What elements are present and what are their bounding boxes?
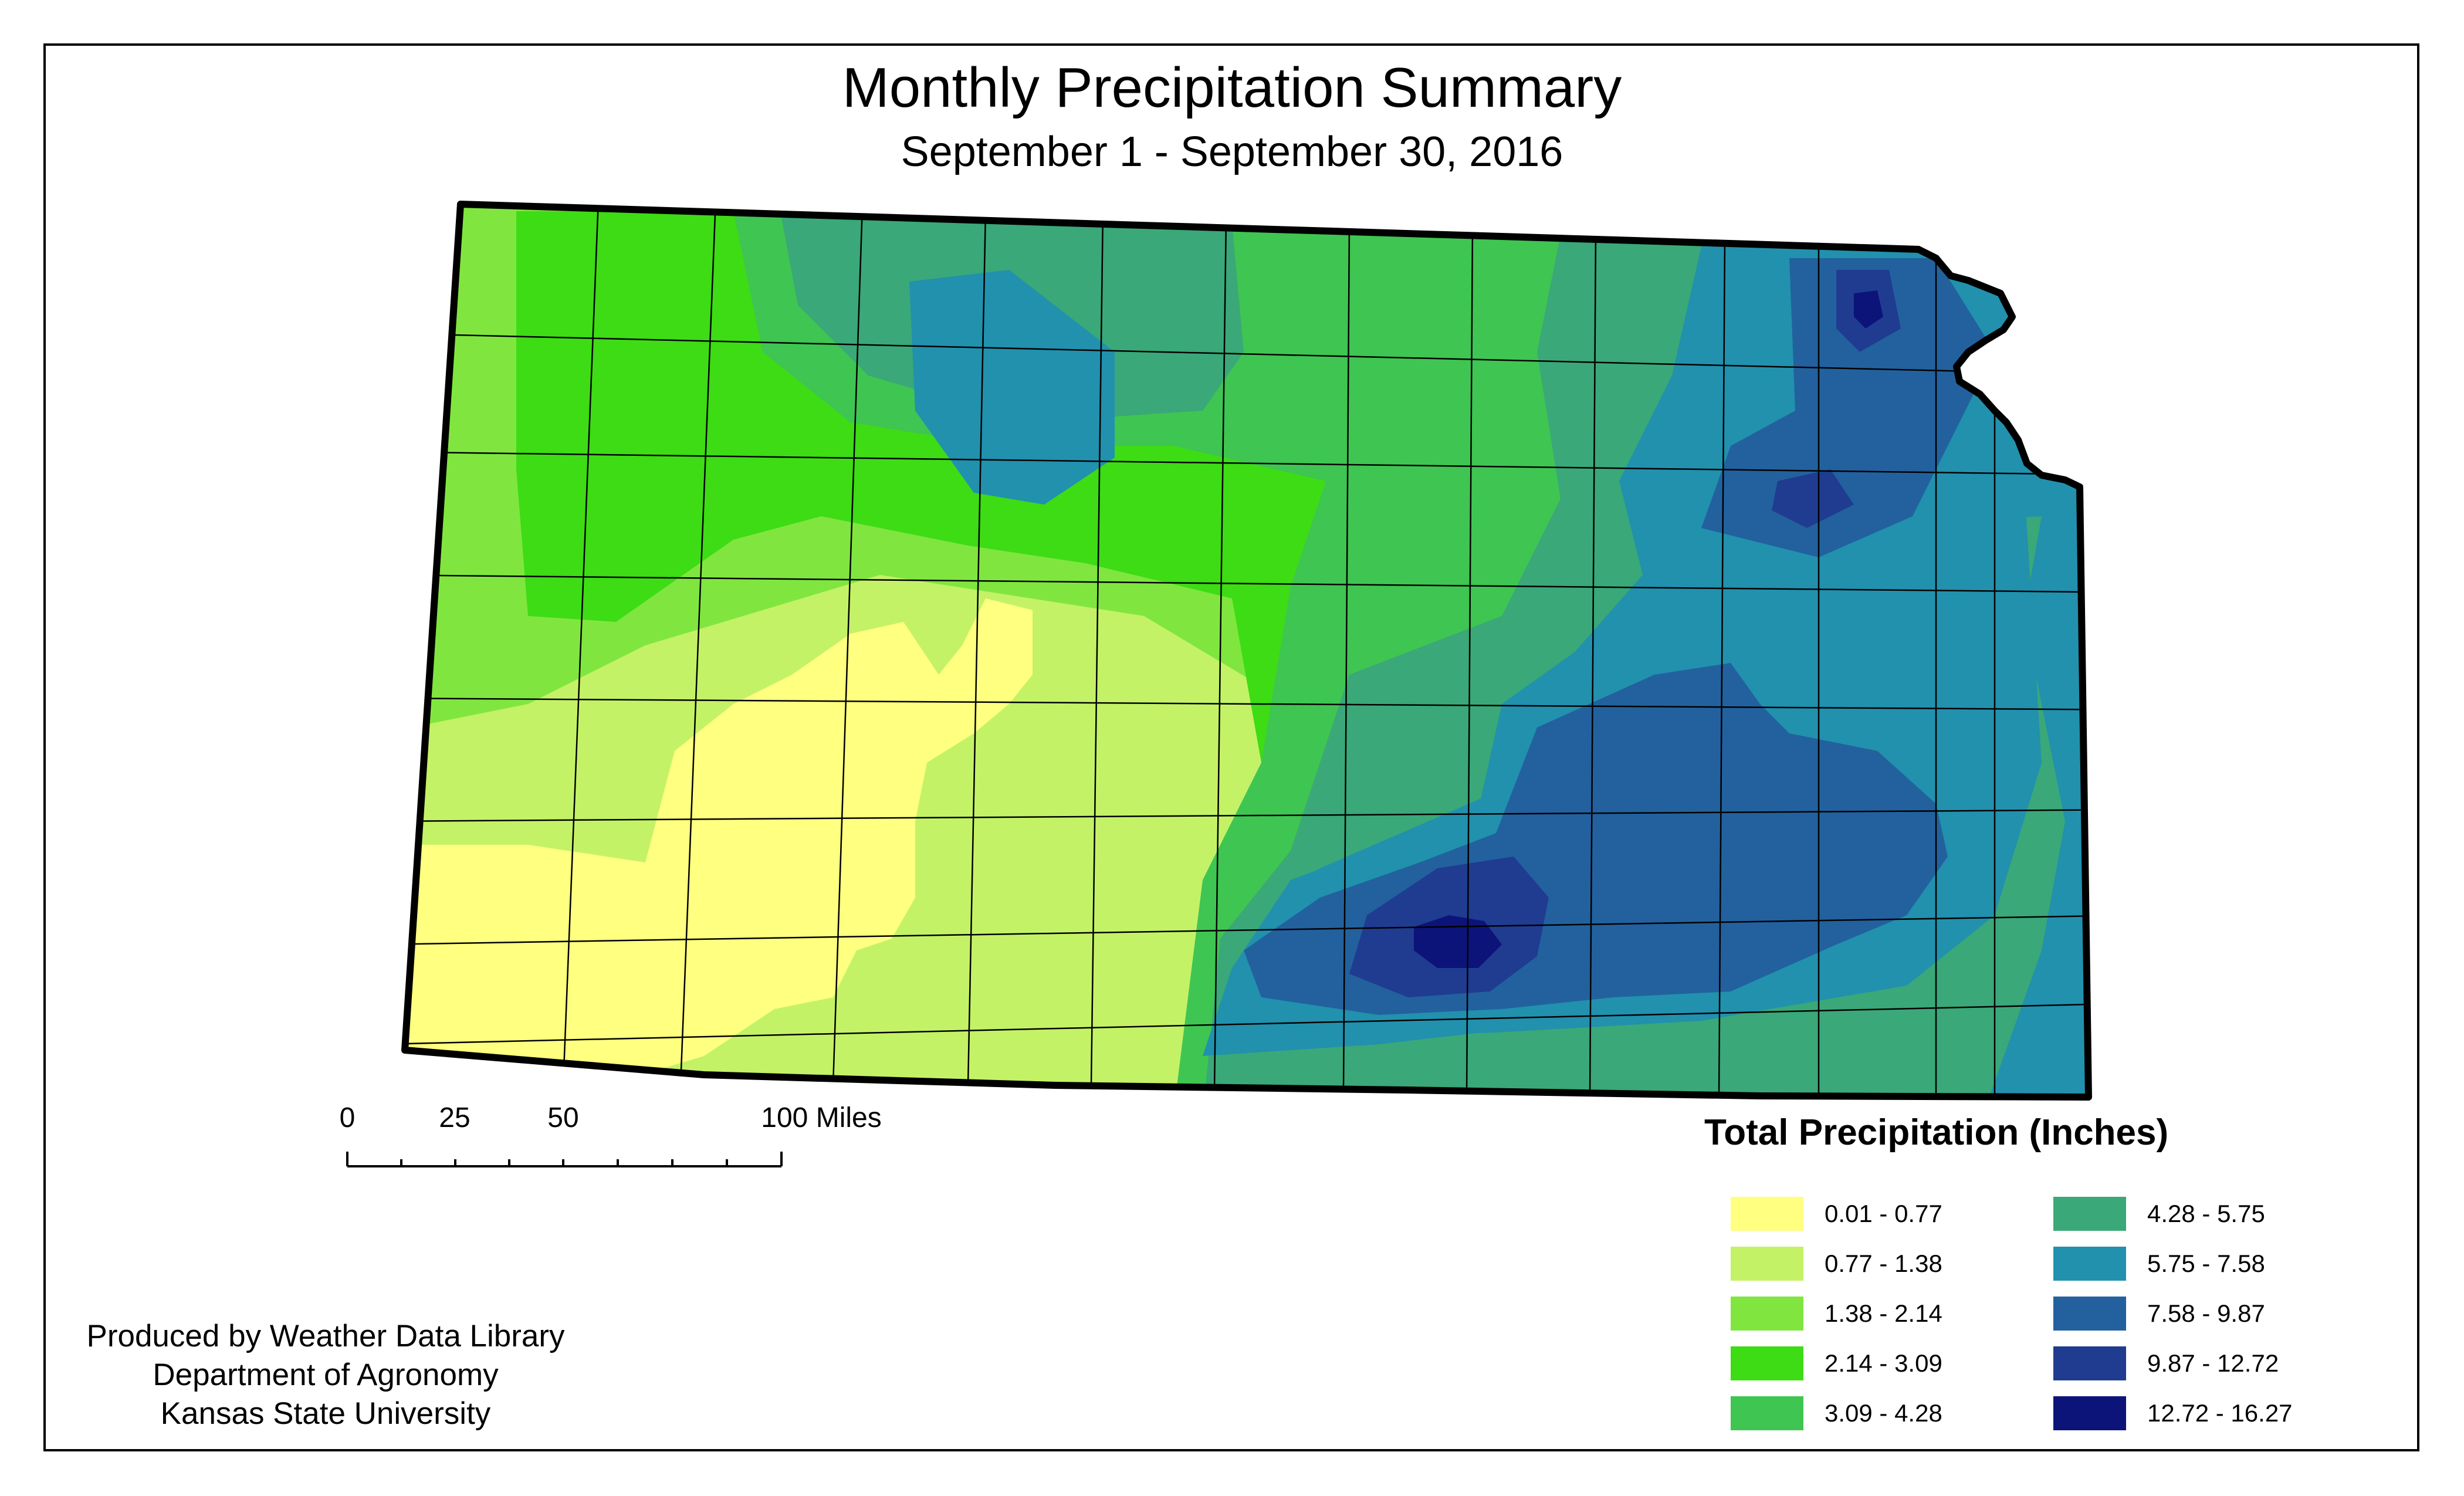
legend-swatch — [2053, 1247, 2126, 1281]
legend-swatch — [2053, 1297, 2126, 1331]
county-boundaries — [405, 204, 2089, 1097]
legend-item: 5.75 - 7.58 — [2053, 1247, 2265, 1281]
zone-9.87-12.72 — [1349, 270, 1901, 997]
legend-swatch — [1731, 1346, 1803, 1380]
legend-swatch — [2053, 1346, 2126, 1380]
legend-swatch — [1731, 1197, 1803, 1231]
credit-line: Produced by Weather Data Library — [86, 1319, 565, 1353]
legend-label: 2.14 - 3.09 — [1825, 1349, 1942, 1377]
legend-item: 3.09 - 4.28 — [1731, 1396, 1942, 1430]
map-subtitle: September 1 - September 30, 2016 — [901, 128, 1563, 175]
legend-label: 0.01 - 0.77 — [1825, 1200, 1942, 1227]
scale-tick-label: 25 — [439, 1102, 471, 1133]
legend: 0.01 - 0.77 0.77 - 1.38 1.38 - 2.14 2.14 - … — [1731, 1197, 2376, 1431]
legend-swatch — [1731, 1297, 1803, 1331]
legend-swatch — [2053, 1396, 2126, 1430]
legend-item: 0.01 - 0.77 — [1731, 1197, 1942, 1231]
legend-item: 4.28 - 5.75 — [2053, 1197, 2265, 1231]
legend-label: 5.75 - 7.58 — [2147, 1250, 2265, 1277]
legend-item: 2.14 - 3.09 — [1731, 1346, 1942, 1380]
map-title: Monthly Precipitation Summary — [842, 56, 1622, 119]
legend-label: 9.87 - 12.72 — [2147, 1349, 2279, 1377]
kansas-state-outline — [401, 201, 2092, 1101]
legend-swatch — [1731, 1247, 1803, 1281]
zone-0.01-0.77 — [405, 598, 1033, 1074]
scale-tick-label: 50 — [547, 1102, 579, 1133]
legend-label: 4.28 - 5.75 — [2147, 1200, 2265, 1227]
legend-swatch — [2053, 1197, 2126, 1231]
credits: Produced by Weather Data Library Departm… — [70, 1317, 581, 1433]
map-frame — [43, 43, 2419, 1451]
credit-line: Kansas State University — [160, 1396, 491, 1431]
legend-label: 1.38 - 2.14 — [1825, 1299, 1942, 1327]
precipitation-fill — [405, 204, 2089, 1097]
legend-label: 3.09 - 4.28 — [1825, 1399, 1942, 1427]
credit-line: Department of Agronomy — [153, 1358, 499, 1392]
zone-7.58-9.87 — [1244, 258, 1995, 1015]
scale-tick-label: 0 — [339, 1102, 356, 1133]
legend-item: 7.58 - 9.87 — [2053, 1297, 2265, 1331]
legend-item: 12.72 - 16.27 — [2053, 1396, 2293, 1430]
legend-title: Total Precipitation (Inches) — [1704, 1112, 2169, 1153]
scale-bar — [346, 1152, 783, 1167]
legend-label: 0.77 - 1.38 — [1825, 1250, 1942, 1277]
scale-tick-label: 100 Miles — [761, 1102, 882, 1133]
legend-swatch — [1731, 1396, 1803, 1430]
legend-label: 12.72 - 16.27 — [2147, 1399, 2293, 1427]
legend-item: 1.38 - 2.14 — [1731, 1297, 1942, 1331]
legend-label: 7.58 - 9.87 — [2147, 1299, 2265, 1327]
legend-item: 9.87 - 12.72 — [2053, 1346, 2279, 1380]
legend-item: 0.77 - 1.38 — [1731, 1247, 1942, 1281]
